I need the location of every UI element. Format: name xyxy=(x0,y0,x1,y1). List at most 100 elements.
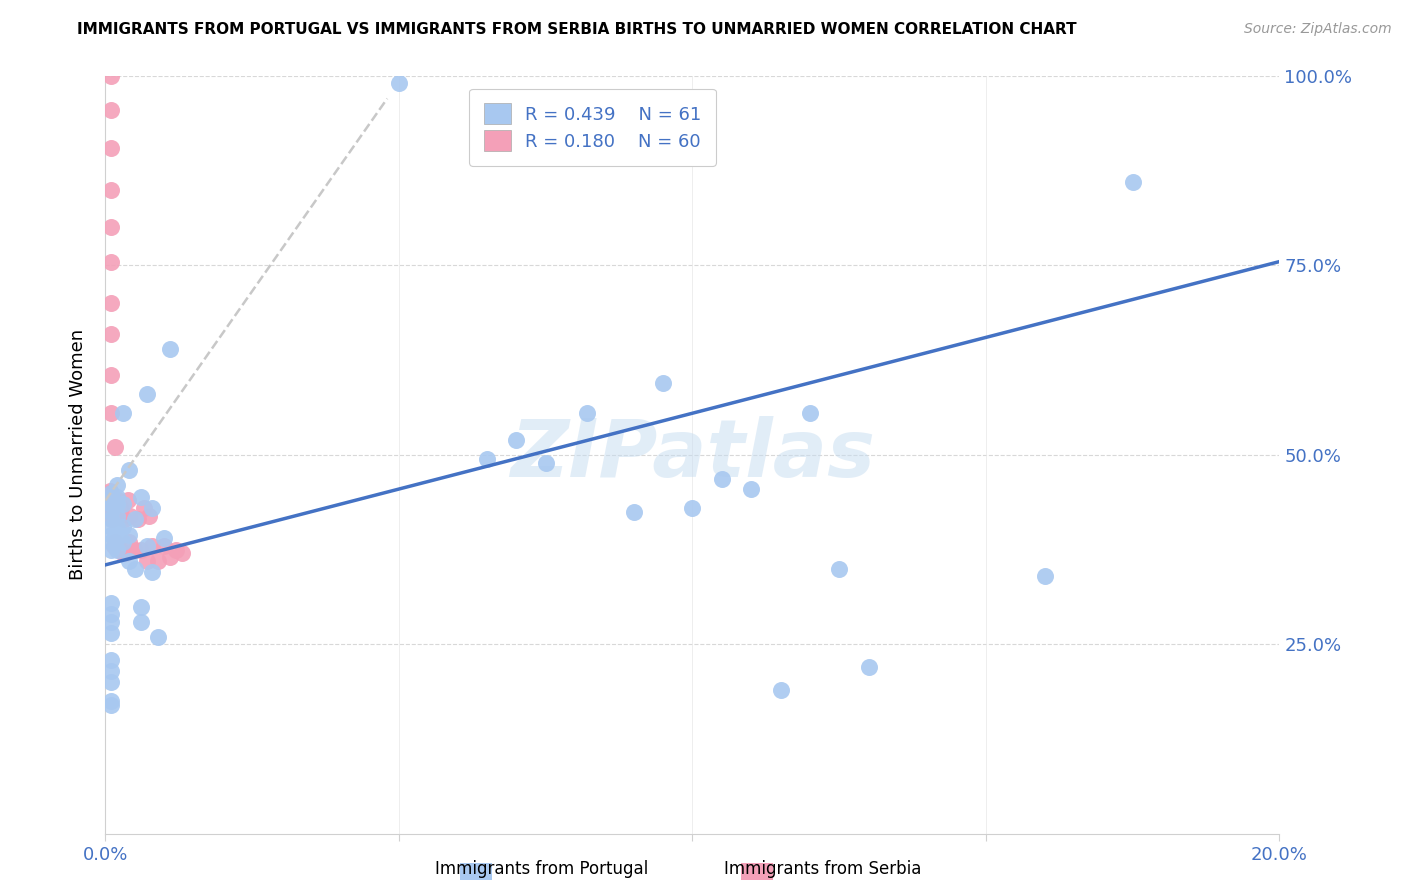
Point xyxy=(138,508,160,523)
Point xyxy=(740,482,762,496)
Point xyxy=(112,512,135,526)
Point xyxy=(100,495,122,509)
Point xyxy=(135,387,157,401)
Point xyxy=(100,535,122,549)
Point xyxy=(100,527,122,541)
Point xyxy=(100,69,122,83)
Point xyxy=(100,520,122,534)
Point xyxy=(148,630,170,644)
Point xyxy=(97,493,120,508)
Point xyxy=(858,660,880,674)
Point xyxy=(100,182,122,196)
Point xyxy=(103,493,125,508)
Point xyxy=(101,505,124,519)
Text: Immigrants from Portugal: Immigrants from Portugal xyxy=(434,860,648,878)
Point xyxy=(505,433,527,447)
Point xyxy=(135,539,157,553)
Point xyxy=(104,440,127,454)
Point xyxy=(127,512,149,526)
Point xyxy=(118,535,141,549)
Point xyxy=(129,599,152,614)
Point xyxy=(100,615,122,629)
Point xyxy=(124,542,146,557)
Point xyxy=(710,472,733,486)
Point xyxy=(141,500,163,515)
Point xyxy=(159,342,181,356)
Point xyxy=(769,683,792,698)
Point xyxy=(100,326,122,341)
Point xyxy=(170,546,193,561)
Point xyxy=(98,493,121,508)
Text: Immigrants from Serbia: Immigrants from Serbia xyxy=(724,860,921,878)
Point xyxy=(108,542,131,557)
Point xyxy=(153,531,176,545)
Point xyxy=(100,406,122,420)
Point xyxy=(575,406,598,420)
Point xyxy=(97,490,120,504)
Point xyxy=(129,542,152,557)
Point xyxy=(100,220,122,235)
Point xyxy=(100,296,122,310)
Point xyxy=(118,463,141,477)
Point xyxy=(132,500,155,515)
Point xyxy=(100,675,122,690)
Point xyxy=(159,550,181,565)
Point xyxy=(682,500,704,515)
Point xyxy=(97,500,120,515)
Point xyxy=(100,596,122,610)
Point xyxy=(105,508,128,523)
Point xyxy=(100,487,122,501)
Point xyxy=(623,505,645,519)
Point xyxy=(100,542,122,557)
Point xyxy=(107,493,129,508)
Point xyxy=(388,76,411,90)
Point xyxy=(129,490,152,504)
Point xyxy=(100,505,122,519)
Point xyxy=(101,500,124,515)
Point xyxy=(112,535,135,549)
Point xyxy=(100,694,122,708)
Text: Source: ZipAtlas.com: Source: ZipAtlas.com xyxy=(1244,22,1392,37)
Point xyxy=(118,527,141,541)
Point xyxy=(115,546,138,561)
Legend: R = 0.439    N = 61, R = 0.180    N = 60: R = 0.439 N = 61, R = 0.180 N = 60 xyxy=(470,88,716,166)
Point xyxy=(105,490,128,504)
Point xyxy=(148,554,170,568)
Point xyxy=(100,485,122,500)
Point xyxy=(98,488,121,502)
Point xyxy=(1122,175,1144,189)
Point xyxy=(100,368,122,383)
Point xyxy=(112,497,135,511)
Point xyxy=(97,495,120,509)
Point xyxy=(100,491,122,506)
Point xyxy=(100,698,122,712)
Point xyxy=(112,520,135,534)
Point xyxy=(105,539,128,553)
Point xyxy=(101,512,124,526)
Point xyxy=(475,451,498,466)
Point xyxy=(100,490,122,504)
Point xyxy=(98,491,121,505)
Point xyxy=(799,406,821,420)
Point xyxy=(98,497,121,511)
Point xyxy=(105,542,128,557)
Text: IMMIGRANTS FROM PORTUGAL VS IMMIGRANTS FROM SERBIA BIRTHS TO UNMARRIED WOMEN COR: IMMIGRANTS FROM PORTUGAL VS IMMIGRANTS F… xyxy=(77,22,1077,37)
Point xyxy=(120,508,142,523)
Point xyxy=(124,512,146,526)
Point xyxy=(105,520,128,534)
Bar xyxy=(460,863,492,880)
Bar xyxy=(741,863,773,880)
Point xyxy=(100,493,122,508)
Point xyxy=(98,485,121,500)
Point xyxy=(153,539,176,553)
Point xyxy=(105,478,128,492)
Point xyxy=(105,508,128,523)
Point xyxy=(141,539,163,553)
Point xyxy=(98,484,121,499)
Point xyxy=(100,141,122,155)
Point xyxy=(105,497,128,511)
Point xyxy=(112,546,135,561)
Point xyxy=(98,490,121,504)
Point xyxy=(110,500,132,515)
Point xyxy=(117,493,139,508)
